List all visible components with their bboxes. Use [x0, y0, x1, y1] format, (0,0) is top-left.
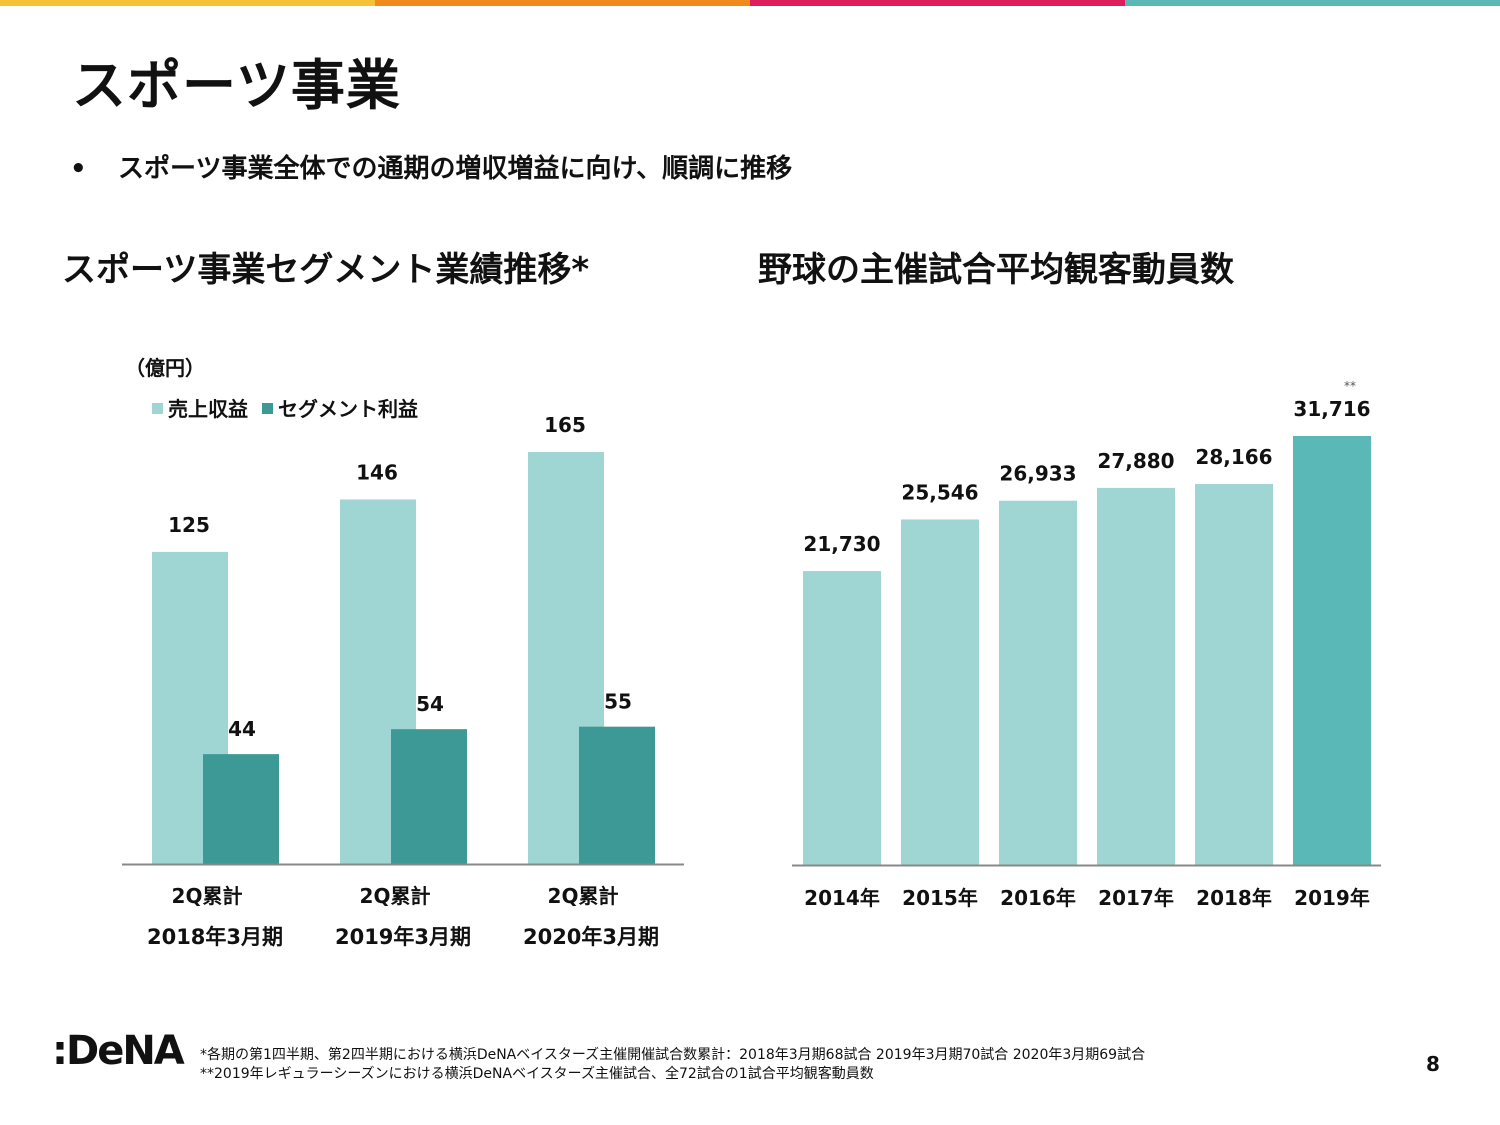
dena-logo: :DeNA: [52, 1028, 185, 1074]
unit-label: （億円）: [125, 356, 205, 380]
legend-label-1: セグメント利益: [278, 397, 418, 421]
category-label-bottom-2: 2020年3月期: [523, 925, 659, 949]
attendance-label-4: 28,166: [1195, 445, 1272, 469]
attendance-bar-1: [901, 519, 979, 865]
footnotes: *各期の第1四半期、第2四半期における横浜DeNAベイスターズ主催開催試合数累計…: [200, 1046, 1145, 1084]
attendance-bar-3: [1097, 487, 1175, 865]
legend-label-0: 売上収益: [168, 397, 248, 421]
data-label-0-1: 146: [356, 460, 398, 484]
attendance-bar-2: [999, 500, 1077, 865]
data-label-0-0: 125: [168, 513, 210, 537]
year-label-0: 2014年: [804, 886, 880, 910]
attendance-label-2: 26,933: [999, 462, 1076, 486]
category-label-top-1: 2Q累計: [360, 884, 431, 908]
footnote-1: *各期の第1四半期、第2四半期における横浜DeNAベイスターズ主催開催試合数累計…: [200, 1047, 1146, 1063]
attendance-label-3: 27,880: [1097, 449, 1174, 473]
left-chart-title: スポーツ事業セグメント業績推移*: [62, 250, 590, 290]
year-label-4: 2018年: [1196, 886, 1272, 910]
footnote-2: **2019年レギュラーシーズンにおける横浜DeNAベイスターズ主催試合、全72…: [200, 1066, 874, 1082]
page-title: スポーツ事業: [72, 54, 401, 117]
category-label-top-2: 2Q累計: [548, 884, 619, 908]
year-label-1: 2015年: [902, 886, 978, 910]
data-label-1-1: 54: [416, 692, 444, 716]
category-label-top-0: 2Q累計: [172, 884, 243, 908]
top-bar-yellow: [0, 0, 375, 6]
top-bar-pink: [750, 0, 1125, 6]
bullet-text: スポーツ事業全体での通期の増収増益に向け、順調に推移: [118, 154, 793, 184]
category-label-bottom-0: 2018年3月期: [147, 925, 283, 949]
page-number: 8: [1426, 1052, 1440, 1076]
legend-swatch-0: [152, 403, 163, 414]
year-label-3: 2017年: [1098, 886, 1174, 910]
attendance-bar-4: [1195, 484, 1273, 865]
bar-1-0: [203, 754, 279, 864]
attendance-bar-0: [803, 571, 881, 865]
bullet-symbol: •: [70, 154, 87, 184]
top-bar-teal: [1125, 0, 1500, 6]
data-label-0-2: 165: [544, 413, 586, 437]
top-bar-orange: [375, 0, 750, 6]
attendance-label-5: 31,716: [1293, 397, 1370, 421]
legend-swatch-1: [262, 403, 273, 414]
attendance-label-0: 21,730: [803, 532, 880, 556]
bar-1-1: [391, 729, 467, 864]
year-label-2: 2016年: [1000, 886, 1076, 910]
top-color-bar: [0, 0, 1500, 6]
summary-bullet: • スポーツ事業全体での通期の増収増益に向け、順調に推移: [70, 148, 792, 185]
bar-1-2: [579, 726, 655, 864]
data-label-1-0: 44: [228, 717, 256, 741]
year-label-5: 2019年: [1294, 886, 1370, 910]
right-chart-title: 野球の主催試合平均観客動員数: [758, 250, 1234, 290]
highlight-note-marker: **: [1344, 379, 1356, 393]
attendance-label-1: 25,546: [901, 480, 978, 504]
data-label-1-2: 55: [604, 690, 632, 714]
category-label-bottom-1: 2019年3月期: [335, 925, 471, 949]
attendance-bar-5: [1293, 436, 1371, 865]
